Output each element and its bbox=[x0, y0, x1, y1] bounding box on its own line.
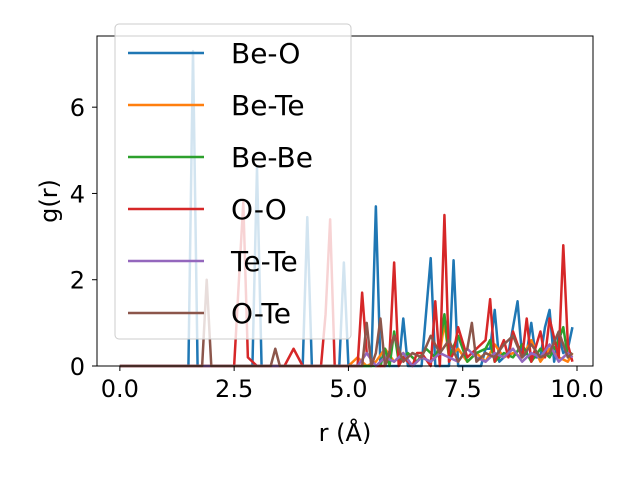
legend-label-te-te: Te-Te bbox=[230, 245, 298, 278]
x-tick-label: 10.0 bbox=[550, 375, 603, 403]
y-tick-label: 4 bbox=[70, 180, 85, 208]
x-axis-label: r (Å) bbox=[319, 418, 372, 447]
legend-label-be-te: Be-Te bbox=[231, 89, 305, 122]
x-tick-label: 2.5 bbox=[215, 375, 253, 403]
legend: Be-O Be-Te Be-Be O-O Te-Te O-Te bbox=[114, 23, 352, 340]
legend-label-be-be: Be-Be bbox=[231, 141, 313, 174]
legend-label-be-o: Be-O bbox=[231, 37, 300, 70]
series-layer bbox=[119, 49, 574, 368]
series-line-o-te bbox=[119, 278, 574, 368]
x-axis: 0.0 2.5 5.0 7.5 10.0 bbox=[101, 366, 604, 403]
y-tick-label: 2 bbox=[70, 267, 85, 295]
legend-label-o-te: O-Te bbox=[231, 297, 291, 330]
legend-frame bbox=[114, 23, 352, 340]
y-tick-label: 6 bbox=[70, 94, 85, 122]
x-tick-label: 0.0 bbox=[101, 375, 139, 403]
y-axis: 0 2 4 6 bbox=[70, 94, 97, 381]
y-tick-label: 0 bbox=[70, 353, 85, 381]
legend-label-o-o: O-O bbox=[231, 193, 287, 226]
x-tick-label: 7.5 bbox=[444, 375, 482, 403]
y-axis-label: g(r) bbox=[35, 179, 63, 223]
x-tick-label: 5.0 bbox=[329, 375, 367, 403]
series-line-o-o bbox=[119, 200, 574, 368]
